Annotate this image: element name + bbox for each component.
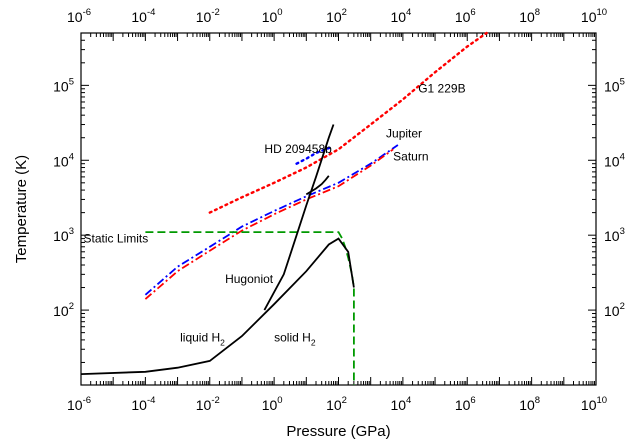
x-tick-label-bottom: 1010 [581,395,607,413]
series-line-hugoniot [305,175,330,196]
annotation-jupiter: Jupiter [386,127,422,141]
annotation-hugoniot: Hugoniot [225,272,274,286]
x-tick-label-top: 10-6 [67,7,91,25]
y-tick-label-right: 105 [604,76,625,94]
series-line-static-limits [145,231,355,385]
x-tick-label-top: 108 [519,7,540,25]
x-tick-label-top: 10-4 [131,7,155,25]
annotation-hd-209458b: HD 209458b [264,142,332,156]
x-tick-label-bottom: 102 [326,395,347,413]
annotation-solid-h: solid H2 [274,331,316,348]
y-tick-label-left: 103 [53,226,74,244]
y-tick-label-right: 104 [604,151,625,169]
x-tick-label-bottom: 10-4 [131,395,155,413]
x-tick-label-bottom: 10-6 [67,395,91,413]
series-line-liquid-h2-solid-h2 [80,237,355,375]
tick-labels: 10-6 10-6 10-4 10-4 10-2 10-2 100 100 102 102 104 1… [53,7,625,413]
series-line-hugoniot [263,124,335,311]
x-tick-label-top: 106 [455,7,476,25]
x-tick-label-top: 100 [262,7,283,25]
series-line-g1-229b [208,31,488,214]
x-tick-label-bottom: 104 [390,395,411,413]
annotation-g1-229b: G1 229B [418,82,465,96]
y-axis-title: Temperature (K) [13,155,30,263]
x-tick-label-bottom: 100 [262,395,283,413]
annotation-liquid-h: liquid H2 [180,331,225,348]
series-line-hd-209458b [295,145,333,165]
x-tick-label-top: 102 [326,7,347,25]
x-tick-label-top: 10-2 [196,7,220,25]
annotations: G1 229B HD 209458b Jupiter Saturn Static Lim… [84,82,466,348]
annotation-saturn: Saturn [393,149,428,163]
x-tick-label-bottom: 108 [519,395,540,413]
y-tick-label-left: 105 [53,76,74,94]
y-tick-label-left: 104 [53,151,74,169]
y-tick-label-right: 102 [604,301,625,319]
axis-ticks [80,32,597,386]
series-line-saturn [144,148,394,300]
series-line-jupiter [144,144,399,296]
y-tick-label-left: 102 [53,301,74,319]
x-tick-label-bottom: 10-2 [196,395,220,413]
annotation-static-limits: Static Limits [84,231,149,245]
x-axis-title: Pressure (GPa) [286,423,390,440]
x-tick-label-top: 104 [390,7,411,25]
x-tick-label-top: 1010 [581,7,607,25]
y-tick-label-right: 103 [604,226,625,244]
series-layer [80,31,488,385]
x-tick-label-bottom: 106 [455,395,476,413]
